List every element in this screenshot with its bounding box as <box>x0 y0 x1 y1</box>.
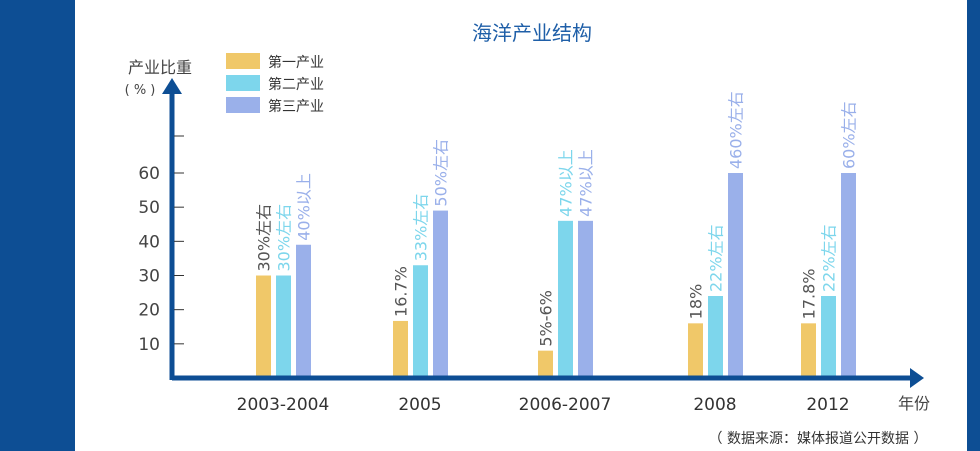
bar-value-label: 47%以上 <box>577 149 596 217</box>
y-tick-label: 40 <box>138 232 160 252</box>
left-band <box>0 0 75 451</box>
y-tick-label: 50 <box>138 198 160 218</box>
x-category-label: 2006-2007 <box>519 395 612 415</box>
legend-label: 第三产业 <box>268 98 324 115</box>
bar-value-label: 33%左右 <box>412 194 431 262</box>
legend-swatch <box>226 97 260 113</box>
chart-title: 海洋产业结构 <box>472 21 592 45</box>
bar <box>688 323 703 378</box>
y-tick-label: 60 <box>138 164 160 184</box>
legend-label: 第二产业 <box>268 76 324 93</box>
bar <box>558 220 573 378</box>
y-ticks: 10 20 30 40 50 60 <box>138 135 184 355</box>
y-axis-arrow <box>162 78 182 94</box>
legend-swatch <box>226 53 260 69</box>
bar <box>841 173 856 378</box>
bar-value-label: 18% <box>687 284 706 320</box>
y-axis-label: 产业比重 <box>128 58 192 77</box>
right-band <box>967 0 980 451</box>
source-note: （ 数据来源：媒体报道公开数据 ） <box>709 431 928 447</box>
bar-value-label: 30%左右 <box>275 204 294 272</box>
bar <box>413 265 428 378</box>
bar-value-label: 47%以上 <box>557 149 576 217</box>
x-category-label: 2012 <box>806 395 849 415</box>
x-axis-arrow <box>910 368 924 388</box>
bar <box>821 296 836 378</box>
y-tick-label: 30 <box>138 267 160 287</box>
bar-value-label: 16.7% <box>392 266 411 317</box>
bar-value-label: 40%以上 <box>295 173 314 241</box>
bar-value-label: 17.8% <box>800 269 819 320</box>
bar <box>728 173 743 378</box>
bar-value-label: 460%左右 <box>727 91 746 169</box>
bars <box>256 173 856 378</box>
bar-labels: 30%左右 30%左右 40%以上16.7%33%左右50%左右5%-6%47%以上… <box>255 91 859 346</box>
bar <box>276 275 291 378</box>
bar <box>708 296 723 378</box>
bar-value-label: 22%左右 <box>820 224 839 292</box>
bar <box>801 323 816 378</box>
x-categories: 2003-2004 2005 2006-2007 2008 2012 <box>237 395 850 415</box>
bar-value-label: 30%左右 <box>255 204 274 272</box>
bar <box>393 320 408 378</box>
axes <box>162 78 924 388</box>
legend-label: 第一产业 <box>268 54 324 71</box>
bar-value-label: 60%左右 <box>840 101 859 169</box>
bar <box>538 350 553 378</box>
bar <box>433 210 448 378</box>
x-category-label: 2008 <box>693 395 736 415</box>
x-category-label: 2005 <box>398 395 441 415</box>
x-category-label: 2003-2004 <box>237 395 330 415</box>
bar <box>296 244 311 378</box>
bar-value-label: 5%-6% <box>537 290 556 347</box>
x-axis-label: 年份 <box>898 394 930 413</box>
y-axis-unit: ( % ) <box>125 83 156 98</box>
y-tick-label: 10 <box>138 335 160 355</box>
y-tick-label: 20 <box>138 301 160 321</box>
bar-value-label: 22%左右 <box>707 224 726 292</box>
legend-swatch <box>226 75 260 91</box>
bar <box>578 220 593 378</box>
bar-value-label: 50%左右 <box>432 139 451 207</box>
bar <box>256 275 271 378</box>
